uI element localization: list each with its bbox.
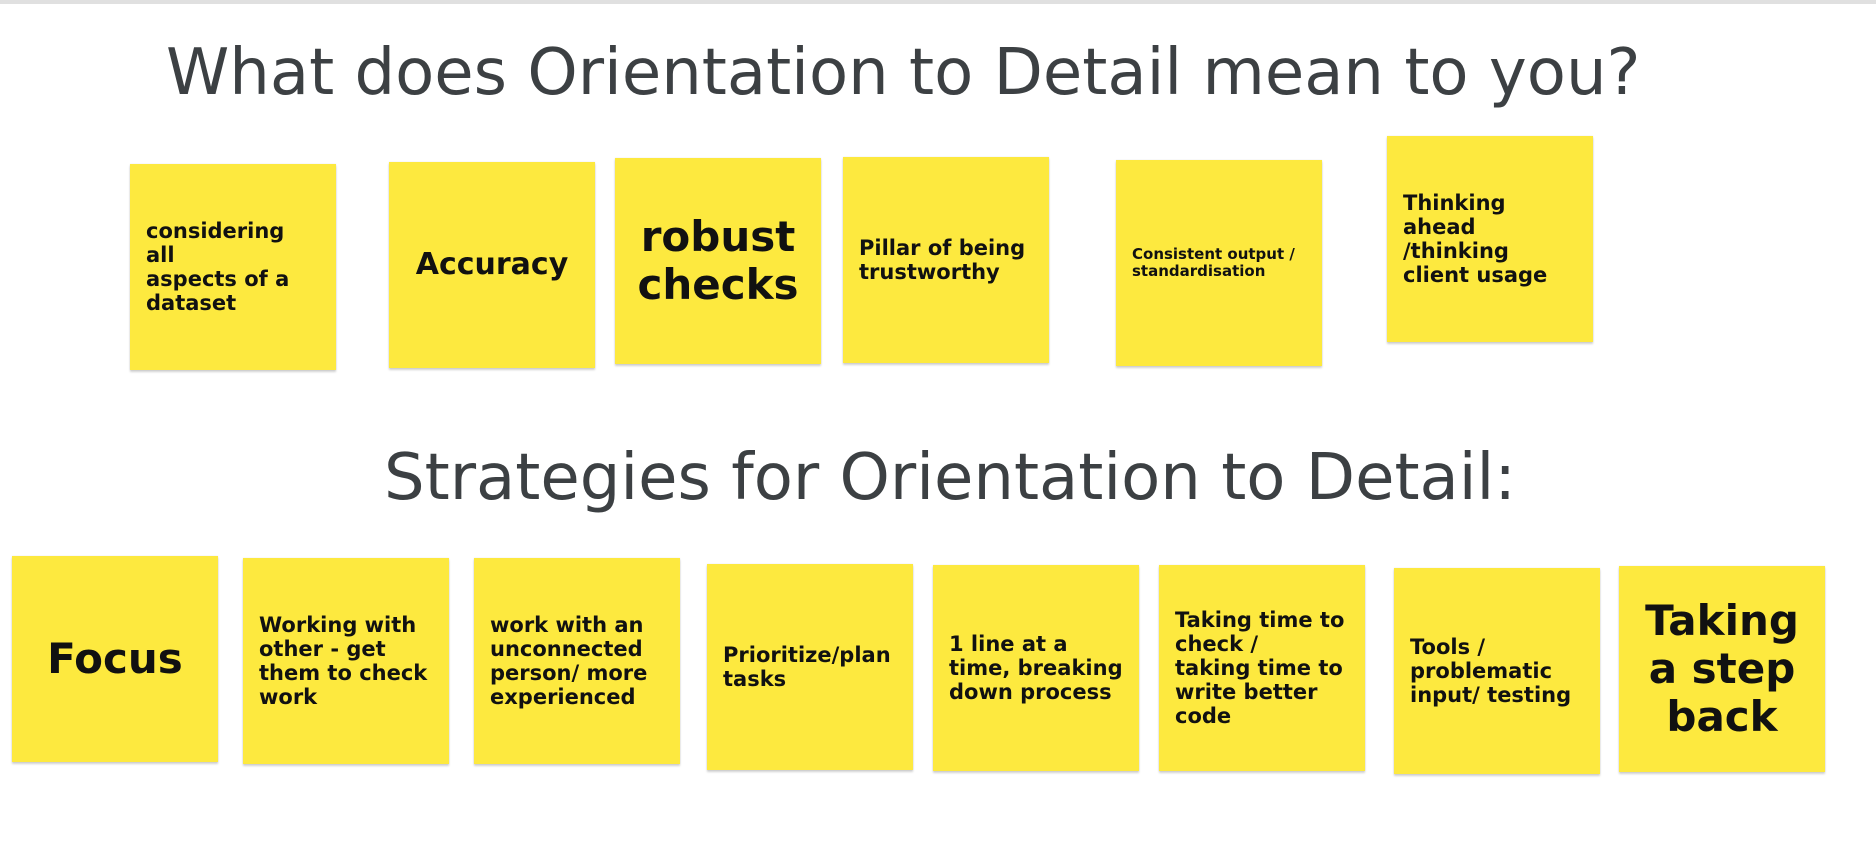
sticky-note-text: considering all aspects of a dataset	[146, 218, 290, 316]
section-title-meaning: What does Orientation to Detail mean to …	[166, 36, 1641, 110]
sticky-note-text: Consistent output / standardisation	[1132, 244, 1295, 280]
sticky-note[interactable]: considering all aspects of a dataset	[130, 164, 336, 370]
sticky-note[interactable]: Pillar of being trustworthy	[843, 157, 1049, 363]
sticky-note-text: Thinking ahead /thinking client usage	[1403, 190, 1548, 288]
sticky-note[interactable]: Consistent output / standardisation	[1116, 160, 1322, 366]
section-title-strategies: Strategies for Orientation to Detail:	[384, 441, 1516, 515]
sticky-note[interactable]: Thinking ahead /thinking client usage	[1387, 136, 1593, 342]
sticky-note[interactable]: Working with other - get them to check w…	[243, 558, 449, 764]
sticky-note[interactable]: Taking time to check / taking time to wr…	[1159, 565, 1365, 771]
sticky-note[interactable]: robust checks	[615, 158, 821, 364]
sticky-note[interactable]: Taking a step back	[1619, 566, 1825, 772]
sticky-note-text: Accuracy	[415, 246, 569, 282]
sticky-note[interactable]: Tools / problematic input/ testing	[1394, 568, 1600, 774]
sticky-note-text: Pillar of being trustworthy	[859, 235, 1026, 284]
sticky-note-text: 1 line at a time, breaking down process	[949, 631, 1123, 705]
sticky-note-text: Focus	[47, 633, 183, 683]
sticky-note-text: Working with other - get them to check w…	[259, 612, 428, 710]
sticky-note-text: robust checks	[637, 211, 799, 309]
sticky-note[interactable]: Prioritize/plan tasks	[707, 564, 913, 770]
sticky-note[interactable]: 1 line at a time, breaking down process	[933, 565, 1139, 771]
sticky-note[interactable]: work with an unconnected person/ more ex…	[474, 558, 680, 764]
sticky-note-text: work with an unconnected person/ more ex…	[490, 612, 648, 710]
sticky-note-text: Taking time to check / taking time to wr…	[1175, 607, 1345, 729]
sticky-note[interactable]: Accuracy	[389, 162, 595, 368]
sticky-note[interactable]: Focus	[12, 556, 218, 762]
sticky-note-text: Taking a step back	[1645, 595, 1799, 742]
sticky-note-text: Prioritize/plan tasks	[723, 642, 891, 691]
sticky-note-text: Tools / problematic input/ testing	[1410, 634, 1572, 708]
